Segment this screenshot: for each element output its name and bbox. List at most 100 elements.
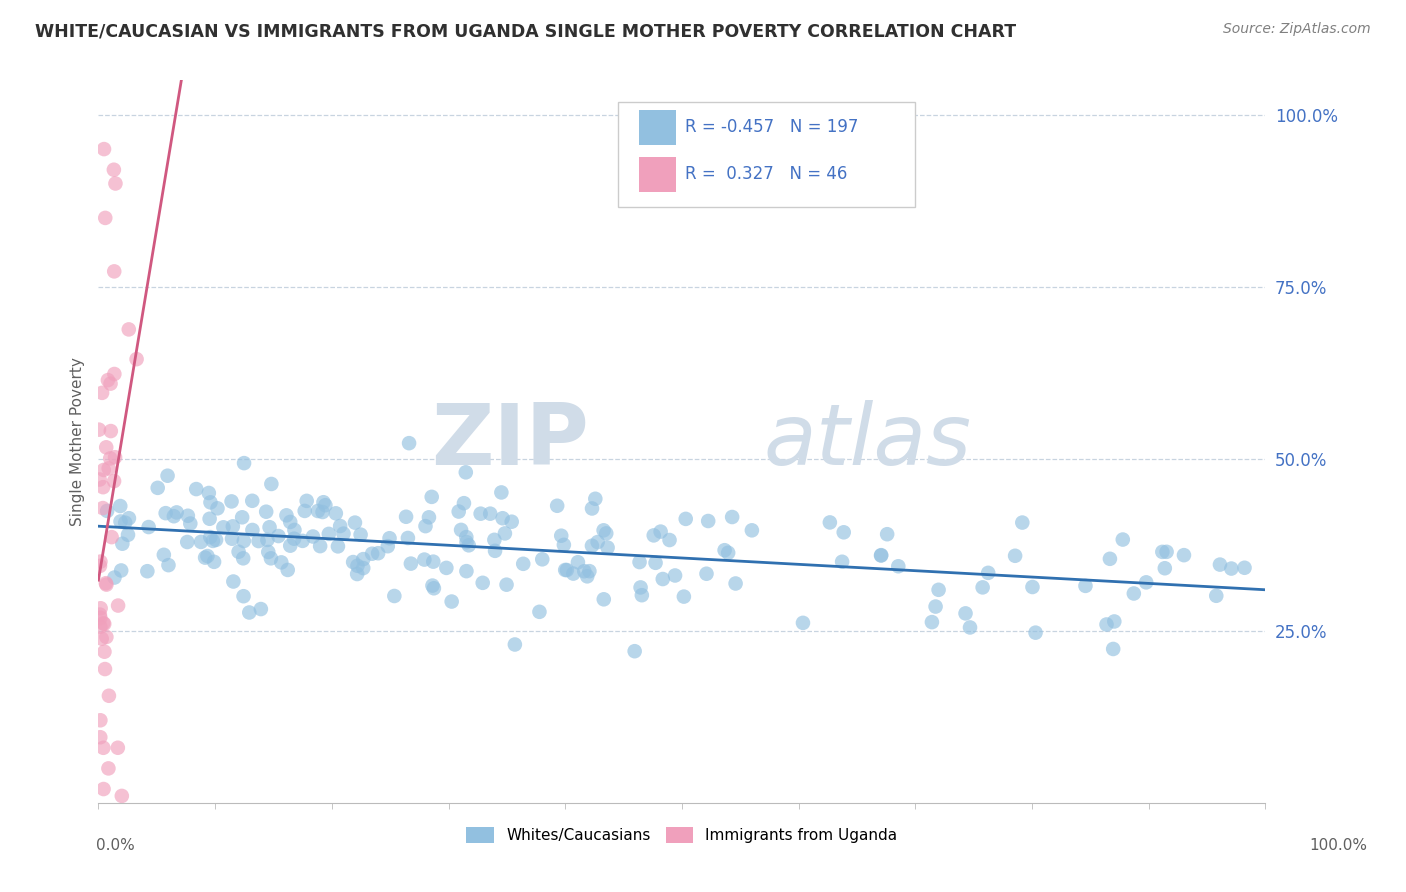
Point: [581, 539, 603, 553]
Point: [562, 566, 585, 581]
Point: [200, 495, 222, 509]
Point: [311, 505, 333, 519]
Point: [724, 576, 747, 591]
Point: [396, 531, 419, 545]
Point: [232, 534, 254, 549]
Point: [176, 535, 198, 549]
Point: [484, 544, 506, 558]
Point: [697, 514, 720, 528]
Point: [643, 528, 665, 542]
Point: [89, 713, 111, 727]
Point: [260, 477, 283, 491]
Point: [553, 538, 575, 552]
Point: [928, 582, 950, 597]
Point: [567, 555, 589, 569]
Point: [1021, 580, 1043, 594]
Point: [450, 523, 472, 537]
Point: [887, 559, 910, 574]
Point: [1135, 575, 1157, 590]
Point: [94, 211, 117, 225]
Point: [104, 450, 127, 465]
Point: [650, 524, 672, 539]
Point: [454, 466, 477, 480]
Text: WHITE/CAUCASIAN VS IMMIGRANTS FROM UGANDA SINGLE MOTHER POVERTY CORRELATION CHAR: WHITE/CAUCASIAN VS IMMIGRANTS FROM UGAND…: [35, 22, 1017, 40]
Point: [924, 599, 946, 614]
Point: [212, 520, 235, 534]
Point: [107, 740, 129, 755]
Point: [104, 177, 127, 191]
Point: [631, 588, 654, 602]
Point: [186, 482, 208, 496]
Point: [831, 555, 853, 569]
Point: [118, 511, 141, 525]
Point: [456, 530, 478, 544]
Point: [546, 499, 568, 513]
Point: [91, 501, 114, 516]
Point: [96, 577, 118, 591]
Point: [832, 525, 855, 540]
Point: [352, 561, 374, 575]
Point: [1152, 545, 1174, 559]
Point: [222, 519, 245, 533]
Point: [202, 555, 225, 569]
Point: [377, 539, 399, 553]
Point: [554, 563, 576, 577]
Point: [267, 529, 290, 543]
Point: [959, 620, 981, 634]
Point: [222, 574, 245, 589]
Point: [818, 516, 841, 530]
Point: [97, 761, 120, 775]
Point: [114, 516, 136, 530]
Point: [198, 486, 221, 500]
Point: [1173, 548, 1195, 562]
Point: [125, 352, 148, 367]
Point: [415, 519, 437, 533]
Point: [309, 539, 332, 553]
Point: [87, 423, 110, 437]
Point: [352, 552, 374, 566]
Point: [302, 529, 325, 543]
Point: [413, 552, 436, 566]
Text: atlas: atlas: [763, 400, 972, 483]
Point: [200, 530, 222, 544]
Point: [257, 545, 280, 559]
Point: [456, 535, 478, 549]
Point: [501, 515, 523, 529]
Point: [420, 490, 443, 504]
Point: [1011, 516, 1033, 530]
Point: [233, 456, 256, 470]
Point: [163, 509, 186, 524]
Point: [283, 523, 305, 537]
Point: [103, 162, 125, 177]
Point: [179, 516, 201, 531]
Point: [494, 526, 516, 541]
Point: [153, 548, 176, 562]
Point: [578, 564, 600, 578]
Point: [254, 505, 277, 519]
Point: [240, 493, 263, 508]
Point: [103, 474, 125, 488]
Point: [205, 533, 228, 547]
Point: [583, 491, 606, 506]
Point: [278, 515, 301, 529]
Point: [198, 512, 221, 526]
Point: [90, 601, 112, 615]
Point: [531, 552, 554, 566]
Point: [434, 561, 457, 575]
Point: [484, 533, 506, 547]
Point: [89, 558, 111, 573]
Point: [307, 504, 329, 518]
Point: [93, 645, 115, 659]
Point: [658, 533, 681, 547]
Point: [592, 524, 614, 538]
Point: [1004, 549, 1026, 563]
Point: [97, 461, 120, 475]
Point: [1095, 617, 1118, 632]
Point: [721, 510, 744, 524]
Point: [1233, 561, 1256, 575]
Point: [495, 577, 517, 591]
Point: [418, 510, 440, 524]
Point: [630, 581, 652, 595]
Point: [100, 376, 122, 391]
Point: [89, 730, 111, 744]
